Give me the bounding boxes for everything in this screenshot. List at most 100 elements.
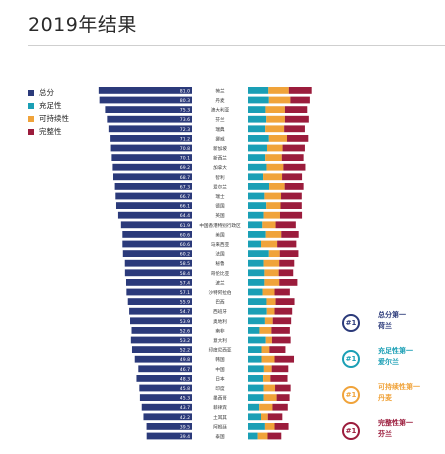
sub-index-segment <box>248 307 267 315</box>
sub-index-segment <box>264 317 273 325</box>
sub-index-segment <box>278 269 294 277</box>
sub-index-segment <box>272 403 288 411</box>
total-bar <box>126 288 192 296</box>
total-bar <box>131 346 192 353</box>
legend-label-total: 总分 <box>39 88 54 97</box>
legend-label-adequacy: 充足性 <box>39 101 62 110</box>
sub-index-segment <box>263 173 283 181</box>
total-value-label: 46.7 <box>180 367 190 373</box>
sub-index-segment <box>263 259 280 267</box>
country-label: 法国 <box>215 251 225 258</box>
sub-index-segment <box>265 125 285 133</box>
total-value-label: 53.2 <box>180 338 190 344</box>
country-label: 菲律宾 <box>213 404 227 411</box>
country-label: 印度尼西亚 <box>209 347 232 354</box>
sub-index-segment <box>257 432 268 440</box>
country-label: 沙特阿拉伯 <box>209 289 232 296</box>
total-bar <box>131 327 192 334</box>
sub-index-segment <box>248 375 264 382</box>
total-bar <box>138 365 192 373</box>
total-bar <box>111 154 192 161</box>
country-label: 秘鲁 <box>215 260 225 267</box>
total-value-label: 39.5 <box>180 424 190 430</box>
sub-index-segment <box>248 269 265 277</box>
sub-index-segment <box>248 413 261 421</box>
sub-index-segment <box>284 115 309 123</box>
sub-index-segment <box>248 317 265 325</box>
sub-index-segment <box>271 336 291 344</box>
rank-badge-total: #1 <box>342 314 360 332</box>
country-label: 澳大利亚 <box>211 107 230 114</box>
total-value-label: 53.9 <box>180 319 190 325</box>
sub-index-segment <box>248 221 263 229</box>
sub-index-segment <box>264 423 275 430</box>
sub-index-segment <box>248 259 264 267</box>
sub-index-segment <box>261 240 278 248</box>
total-value-label: 81.0 <box>180 88 190 94</box>
sub-index-segment <box>261 413 268 421</box>
sub-index-segment <box>263 375 271 382</box>
total-value-label: 52.2 <box>180 348 190 354</box>
sub-index-segment <box>279 259 295 267</box>
total-bar <box>124 269 192 277</box>
sub-index-segment <box>248 173 264 181</box>
sub-index-segment <box>261 346 270 353</box>
total-value-label: 71.2 <box>180 136 190 142</box>
sub-index-segment <box>266 163 284 171</box>
title-divider <box>28 45 445 46</box>
sub-index-segment <box>264 269 279 277</box>
callout-title-integrity: 完整性第一 <box>378 419 413 427</box>
total-bar <box>130 336 192 344</box>
sub-index-segment <box>261 355 275 363</box>
sub-index-segment <box>248 125 266 133</box>
sub-index-segment <box>274 423 289 430</box>
total-value-label: 49.8 <box>180 357 190 363</box>
sub-index-segment <box>272 317 292 325</box>
country-label: 中国 <box>215 366 225 373</box>
sub-index-segment <box>248 211 264 219</box>
total-value-label: 48.3 <box>180 376 190 382</box>
sub-index-segment <box>264 192 282 200</box>
total-bar <box>139 384 192 392</box>
country-label: 巴西 <box>215 300 225 306</box>
total-bar <box>112 173 192 181</box>
country-label: 泰国 <box>215 433 225 440</box>
sub-index-segment <box>267 432 282 440</box>
total-value-label: 60.6 <box>180 242 190 248</box>
page-title: 2019年结果 <box>28 14 137 36</box>
sub-index-segment <box>263 211 280 219</box>
total-bar <box>99 96 192 104</box>
total-bar <box>110 135 192 142</box>
total-value-label: 57.4 <box>180 280 190 286</box>
total-bar <box>107 115 192 123</box>
sub-index-segment <box>266 298 276 305</box>
country-label: 土耳其 <box>213 414 227 421</box>
total-value-label: 70.8 <box>180 146 190 152</box>
sub-index-segment <box>248 240 261 248</box>
country-label: 中国香港特别行政区 <box>199 222 241 229</box>
sub-index-segment <box>248 202 267 209</box>
sub-index-segment <box>259 327 272 334</box>
total-value-label: 54.7 <box>180 309 190 315</box>
sub-index-segment <box>277 240 297 248</box>
country-label: 美国 <box>215 231 225 238</box>
total-value-label: 68.7 <box>180 175 190 181</box>
total-bar <box>146 423 192 430</box>
sub-index-segment <box>271 327 290 334</box>
country-label: 波兰 <box>215 279 225 286</box>
rank-badge-sustainability: #1 <box>342 386 360 404</box>
callout-sustainability: #1 可持续性第一 丹麦 <box>342 382 442 418</box>
total-value-label: 67.3 <box>180 184 190 190</box>
sub-index-segment <box>248 135 269 142</box>
country-label: 智利 <box>215 174 225 181</box>
total-value-label: 66.1 <box>180 204 190 210</box>
total-bar <box>115 202 192 209</box>
total-bar <box>130 317 192 325</box>
total-bar <box>122 250 192 257</box>
country-label: 西班牙 <box>213 308 227 315</box>
sub-index-segment <box>263 365 272 373</box>
total-value-label: 69.2 <box>180 165 190 171</box>
legend-swatch-total <box>28 89 34 96</box>
total-value-label: 57.1 <box>180 290 190 296</box>
sub-index-segment <box>266 307 275 315</box>
